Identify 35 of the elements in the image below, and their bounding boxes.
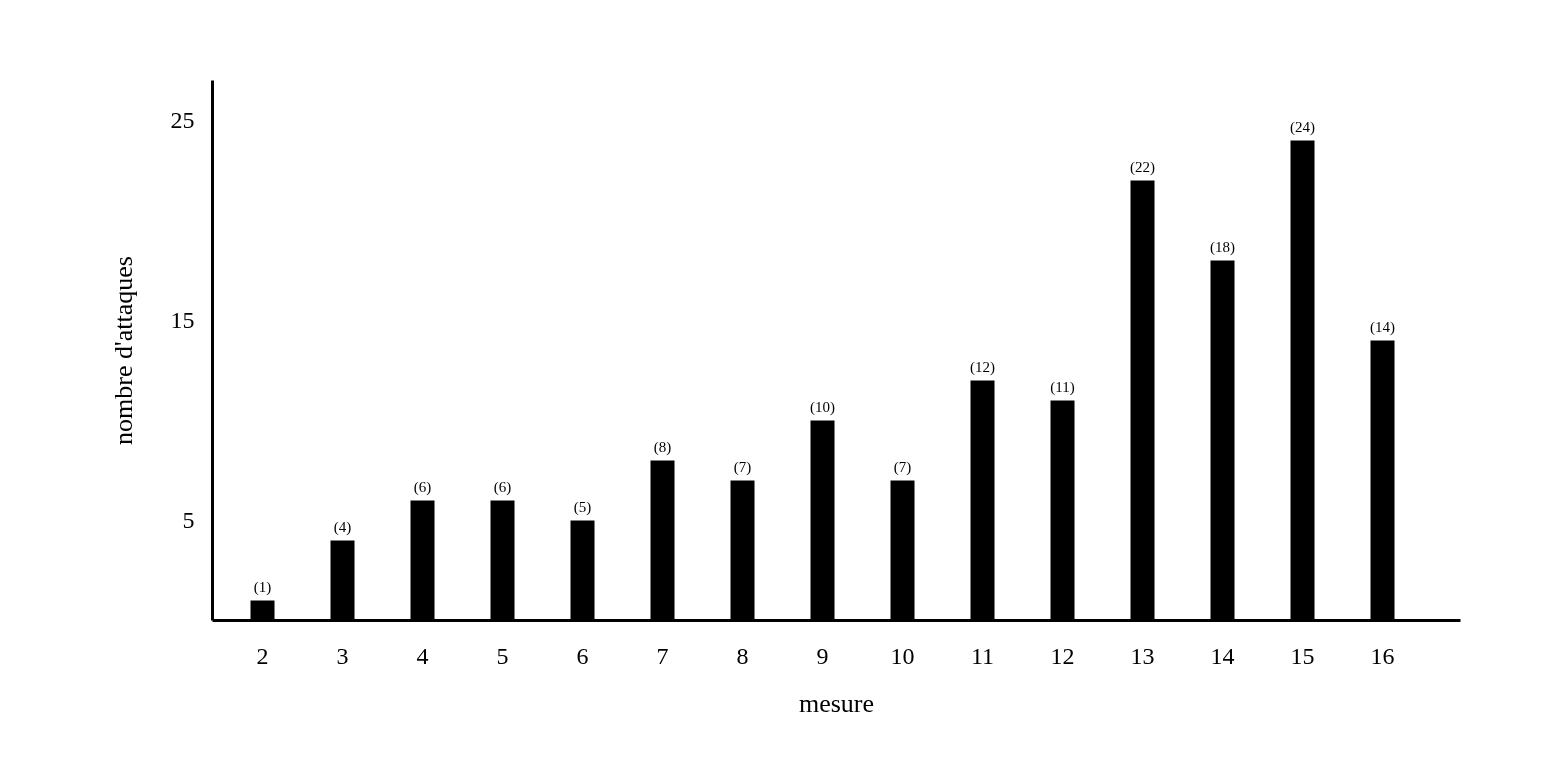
x-tick-label: 2 (256, 642, 269, 669)
data-label: (6) (413, 478, 432, 496)
data-label: (4) (333, 518, 352, 536)
data-label: (5) (573, 498, 592, 516)
x-tick-label: 14 (1210, 642, 1235, 669)
x-axis-title: mesure (798, 688, 875, 718)
y-tick-label: 25 (170, 107, 195, 133)
x-tick-label: 11 (970, 642, 995, 669)
x-tick-label: 16 (1370, 642, 1395, 669)
x-tick-label: 5 (496, 642, 509, 669)
data-label: (8) (653, 438, 672, 456)
data-label: (24) (1290, 118, 1315, 136)
x-tick-label: 10 (890, 642, 915, 669)
data-label: (12) (970, 358, 995, 376)
data-label: (7) (893, 458, 912, 476)
data-label: (14) (1370, 318, 1395, 336)
x-tick-label: 15 (1290, 642, 1315, 669)
data-label: (1) (253, 578, 272, 596)
data-label: (7) (733, 458, 752, 476)
x-tick-label: 4 (416, 642, 429, 669)
x-tick-label: 3 (336, 642, 349, 669)
x-tick-label: 6 (576, 642, 589, 669)
x-tick-label: 9 (816, 642, 829, 669)
data-label: (10) (810, 398, 835, 416)
y-tick-label: 15 (170, 307, 195, 333)
y-tick-label: 5 (182, 507, 195, 533)
x-tick-label: 7 (656, 642, 669, 669)
x-tick-label: 12 (1050, 642, 1075, 669)
x-tick-label: 8 (736, 642, 749, 669)
data-label: (22) (1130, 158, 1155, 176)
data-label: (6) (493, 478, 512, 496)
data-label: (18) (1210, 238, 1235, 256)
data-label: (11) (1050, 378, 1075, 396)
y-axis-title: nombre d'attaques (108, 256, 138, 445)
x-tick-label: 13 (1130, 642, 1155, 669)
